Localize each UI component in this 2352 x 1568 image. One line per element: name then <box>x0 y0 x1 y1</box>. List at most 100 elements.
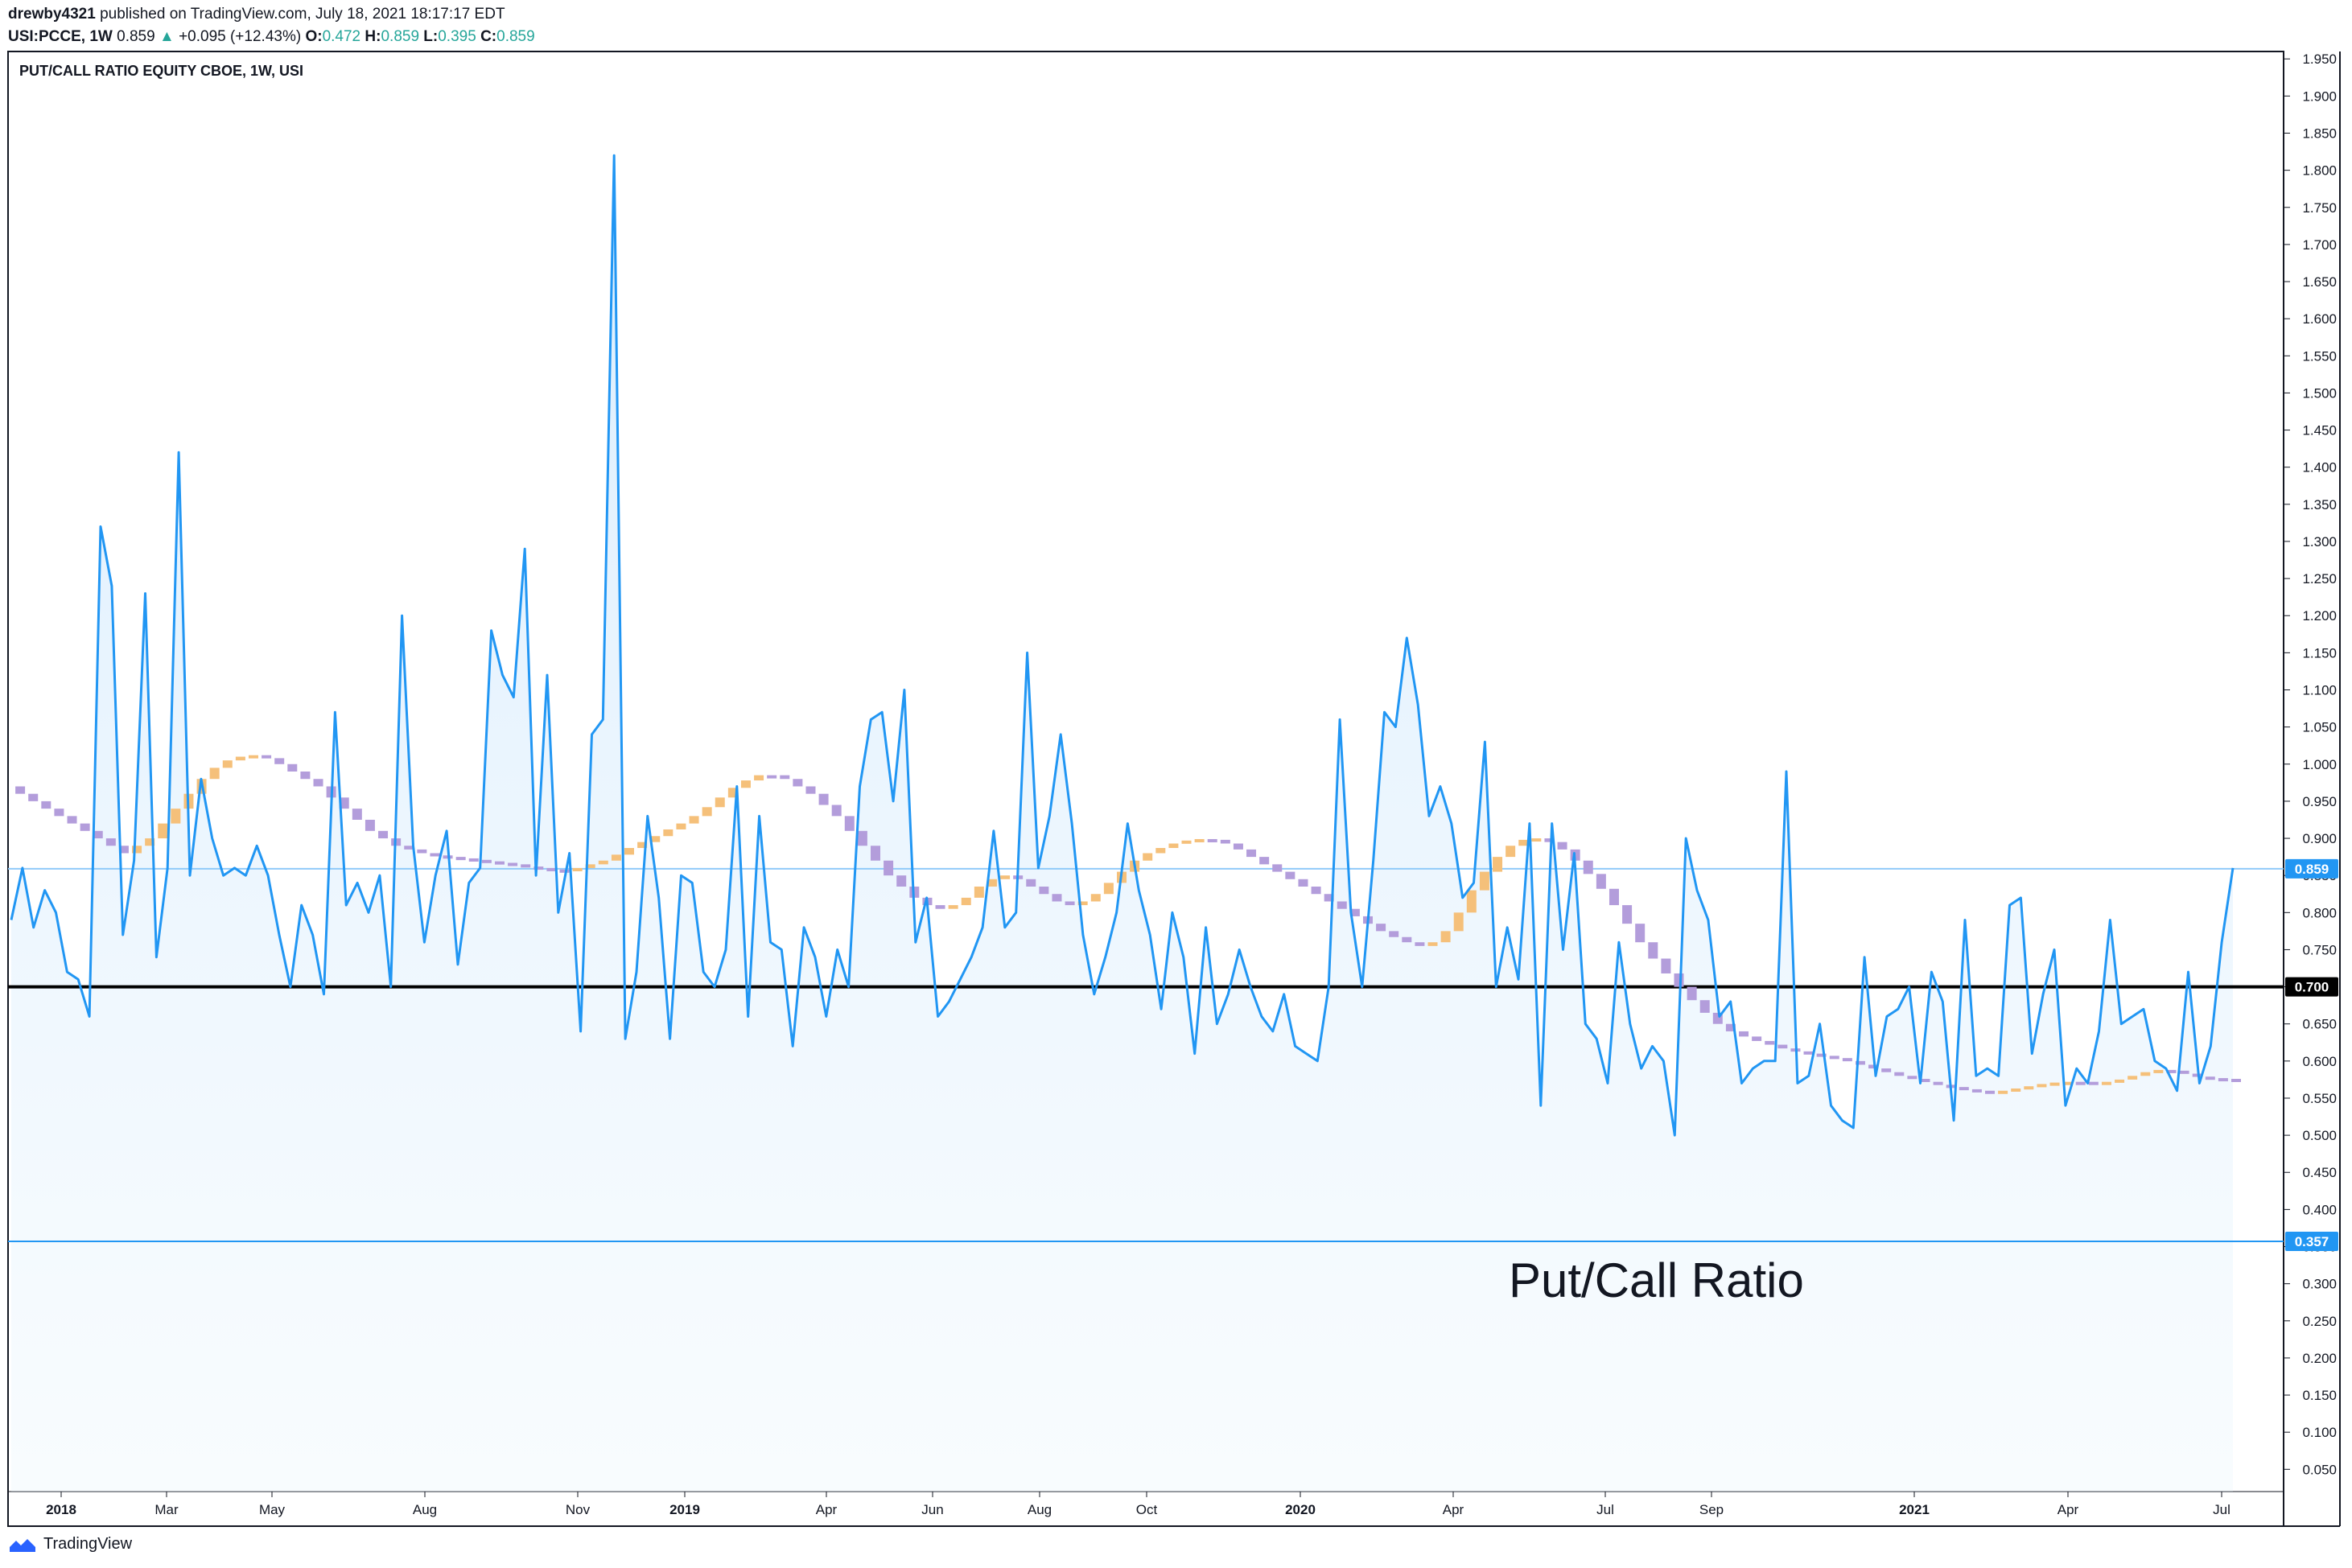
ma-bar <box>508 862 518 866</box>
ma-bar <box>1233 843 1243 850</box>
ma-bar <box>1103 883 1114 895</box>
ma-bar <box>1971 1089 1982 1093</box>
ma-bar <box>2179 1070 2189 1074</box>
ma-bar <box>468 858 479 862</box>
ma-bar <box>1920 1078 1930 1082</box>
ma-bar <box>1661 958 1671 973</box>
publish-text: published on TradingView.com, July 18, 2… <box>100 6 505 23</box>
ma-bar <box>209 768 220 780</box>
y-tick-label: 1.250 <box>2302 571 2337 586</box>
ma-bar <box>689 816 699 824</box>
x-tick-label: Nov <box>566 1502 591 1517</box>
ma-bar <box>2101 1081 2111 1085</box>
ma-bar <box>2153 1069 2164 1073</box>
ma-bar <box>1816 1053 1827 1057</box>
ma-bar <box>1907 1076 1917 1080</box>
y-tick-label: 1.200 <box>2302 608 2337 623</box>
ma-bar <box>818 793 829 805</box>
ma-bar <box>248 755 258 759</box>
ma-bar <box>1090 894 1101 902</box>
ma-bar <box>559 869 570 873</box>
x-tick-label: Jul <box>1596 1502 1614 1517</box>
ma-bar <box>2037 1084 2047 1088</box>
y-tick-label: 1.150 <box>2302 645 2337 661</box>
ma-bar <box>274 758 285 764</box>
ma-bar <box>1531 838 1542 842</box>
ma-bar <box>1376 924 1386 932</box>
ma-bar <box>871 846 881 861</box>
price-label: 0.700 <box>2295 980 2329 995</box>
ma-bar <box>67 816 77 824</box>
y-tick-label: 0.800 <box>2302 905 2337 920</box>
up-arrow-icon: ▲ <box>159 28 175 45</box>
symbol-label[interactable]: USI:PCCE, 1W <box>8 28 113 45</box>
ma-bar <box>1065 901 1075 906</box>
ma-bar <box>1324 894 1334 902</box>
ma-bar <box>1959 1087 1969 1091</box>
ma-bar <box>598 860 608 865</box>
ma-bar <box>222 760 233 768</box>
ma-bar <box>2231 1078 2241 1082</box>
ma-bar <box>1829 1056 1839 1060</box>
ma-bar <box>1194 838 1205 842</box>
low-value: 0.395 <box>438 28 476 45</box>
ma-bar <box>1415 942 1425 946</box>
y-tick-label: 0.300 <box>2302 1277 2337 1292</box>
ma-bar <box>1609 888 1619 906</box>
x-tick-label: Apr <box>2057 1502 2079 1517</box>
y-tick-label: 1.300 <box>2302 534 2337 549</box>
ma-bar <box>1220 839 1230 844</box>
ma-bar <box>896 875 907 887</box>
ma-bar <box>2115 1079 2125 1083</box>
y-tick-label: 1.800 <box>2302 163 2337 179</box>
y-tick-label: 1.650 <box>2302 274 2337 290</box>
y-tick-label: 1.950 <box>2302 51 2337 67</box>
ma-bar <box>624 848 635 855</box>
ma-bar <box>352 809 362 820</box>
ma-bar <box>287 763 298 772</box>
y-tick-label: 1.450 <box>2302 423 2337 438</box>
ma-bar <box>494 861 505 865</box>
close-label: C: <box>480 28 497 45</box>
ma-bar <box>793 779 803 787</box>
ma-bar <box>1427 942 1438 946</box>
ma-bar <box>2218 1078 2228 1082</box>
ma-bar <box>1000 875 1011 879</box>
brand-name[interactable]: TradingView <box>43 1535 133 1553</box>
ma-bar <box>1596 874 1606 889</box>
chart-header: drewby4321 published on TradingView.com,… <box>8 3 535 48</box>
ma-bar <box>585 864 595 868</box>
open-label: O: <box>305 28 323 45</box>
ma-bar <box>430 853 440 857</box>
ma-bar <box>676 823 686 829</box>
ma-bar <box>1557 842 1567 850</box>
ma-bar <box>961 897 971 906</box>
ma-bar <box>767 775 777 779</box>
ma-bar <box>1349 908 1360 916</box>
y-tick-label: 0.250 <box>2302 1314 2337 1329</box>
ma-bar <box>2140 1072 2151 1076</box>
ma-bar <box>1674 973 1684 987</box>
ma-bar <box>948 905 958 909</box>
ma-bar <box>1246 849 1257 858</box>
x-tick-label: Apr <box>816 1502 838 1517</box>
ma-bar <box>262 755 272 759</box>
ma-bar <box>1479 871 1489 891</box>
ma-bar <box>481 859 492 863</box>
y-tick-label: 0.050 <box>2302 1462 2337 1477</box>
ma-bar <box>93 830 103 839</box>
ma-bar <box>235 756 245 761</box>
chart-title: PUT/CALL RATIO EQUITY CBOE, 1W, USI <box>19 63 303 79</box>
ma-bar <box>1622 905 1633 924</box>
ma-bar <box>1298 879 1308 887</box>
ma-bar <box>1285 871 1295 879</box>
ma-bar <box>1583 860 1593 875</box>
put-call-ratio-line[interactable] <box>10 154 2235 1137</box>
author-name[interactable]: drewby4321 <box>8 6 96 23</box>
ma-bar <box>1635 924 1646 943</box>
y-tick-label: 1.000 <box>2302 757 2337 772</box>
ma-bar <box>1777 1044 1788 1049</box>
close-value: 0.859 <box>496 28 535 45</box>
publish-info: drewby4321 published on TradingView.com,… <box>8 3 535 26</box>
